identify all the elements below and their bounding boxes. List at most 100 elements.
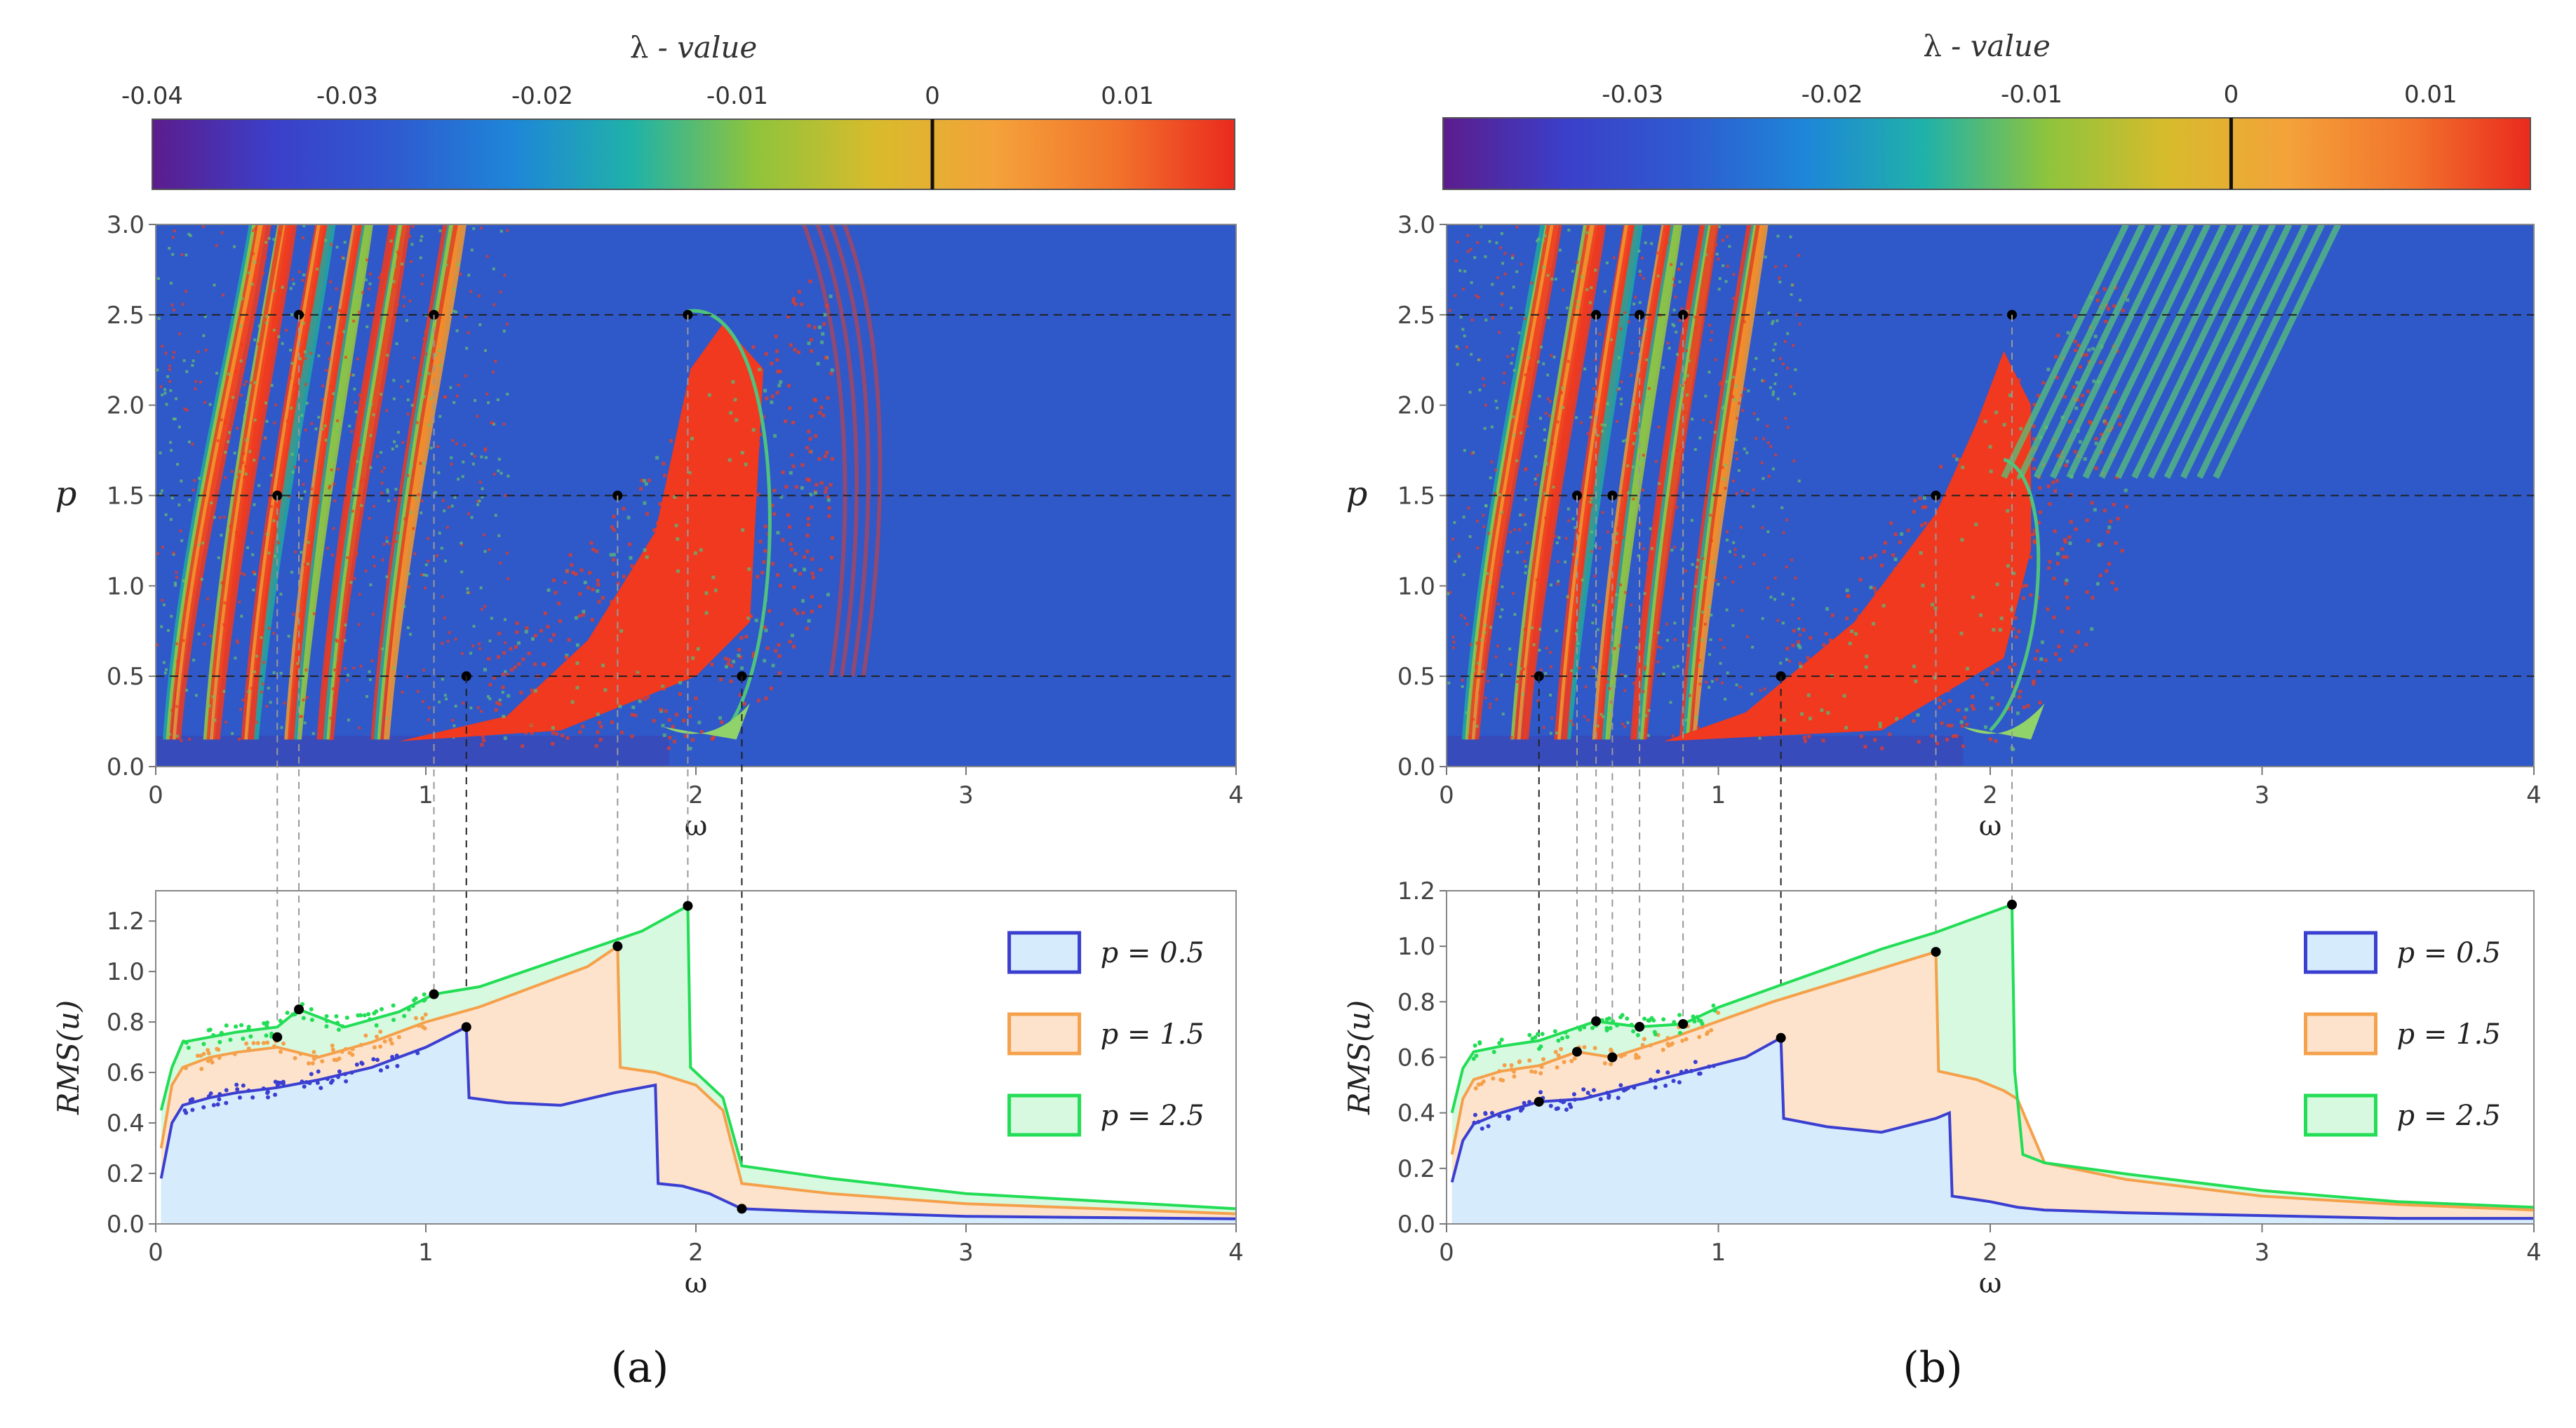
chaos-speckle bbox=[2104, 319, 2108, 323]
green-stripe bbox=[2098, 224, 2227, 479]
noise-speckle bbox=[1566, 595, 1569, 598]
noise-speckle bbox=[328, 486, 331, 490]
noise-speckle bbox=[430, 358, 434, 362]
chaos-speckle bbox=[1904, 685, 1908, 689]
noise-speckle bbox=[1685, 349, 1689, 352]
noise-speckle bbox=[370, 403, 373, 406]
noise-speckle bbox=[1545, 647, 1548, 650]
noise-speckle bbox=[1495, 698, 1498, 701]
chaos-speckle bbox=[831, 536, 835, 540]
noise-speckle bbox=[1470, 452, 1474, 455]
noise-speckle bbox=[1662, 366, 1665, 370]
chaos-speckle bbox=[808, 437, 812, 441]
noise-speckle bbox=[469, 652, 473, 655]
chaos-speckle bbox=[1913, 584, 1917, 588]
noise-speckle bbox=[262, 661, 266, 664]
noise-speckle bbox=[1522, 513, 1525, 517]
rms-scatter-dot bbox=[1554, 1106, 1559, 1111]
noise-speckle bbox=[1771, 358, 1775, 362]
noise-speckle bbox=[234, 656, 237, 660]
chaos-speckle bbox=[554, 732, 558, 736]
noise-speckle bbox=[1449, 309, 1452, 312]
chaos-speckle bbox=[590, 694, 594, 699]
noise-speckle bbox=[1763, 553, 1766, 557]
chaos-speckle bbox=[497, 631, 502, 635]
chaos-speckle bbox=[737, 654, 741, 658]
noise-speckle bbox=[336, 335, 340, 339]
chaos-speckle bbox=[701, 451, 705, 455]
noise-speckle bbox=[1512, 433, 1516, 437]
noise-speckle bbox=[329, 280, 333, 283]
noise-speckle bbox=[1476, 241, 1480, 244]
noise-speckle bbox=[1709, 638, 1712, 641]
noise-speckle bbox=[1642, 690, 1645, 694]
noise-speckle bbox=[1545, 462, 1548, 466]
noise-speckle bbox=[504, 494, 507, 497]
noise-speckle bbox=[1508, 530, 1512, 534]
noise-speckle bbox=[385, 717, 389, 720]
noise-speckle bbox=[425, 352, 429, 356]
noise-speckle bbox=[302, 321, 305, 325]
chaos-speckle bbox=[1983, 419, 1987, 424]
noise-speckle bbox=[194, 387, 197, 391]
noise-speckle bbox=[1711, 560, 1715, 564]
rms-scatter-dot bbox=[248, 1034, 253, 1039]
noise-speckle bbox=[452, 309, 455, 313]
rms-marker bbox=[1776, 1032, 1786, 1043]
noise-speckle bbox=[360, 511, 363, 514]
noise-speckle bbox=[270, 384, 274, 387]
noise-speckle bbox=[1792, 597, 1795, 600]
chaos-speckle bbox=[636, 585, 640, 589]
noise-speckle bbox=[422, 573, 426, 577]
rms-scatter-dot bbox=[1527, 1032, 1532, 1037]
chaos-speckle bbox=[1879, 563, 1884, 567]
rms-scatter-dot bbox=[246, 1088, 251, 1093]
rms-scatter-dot bbox=[1604, 1017, 1609, 1022]
chaos-speckle bbox=[664, 709, 668, 713]
noise-speckle bbox=[387, 541, 391, 545]
chaos-speckle bbox=[1933, 675, 1937, 680]
chaos-speckle bbox=[2090, 627, 2094, 631]
chaos-speckle bbox=[663, 473, 667, 478]
rms-scatter-dot bbox=[1541, 1057, 1546, 1062]
rms-marker bbox=[429, 989, 439, 999]
rms-scatter-dot bbox=[1677, 1030, 1682, 1035]
noise-speckle bbox=[1781, 621, 1785, 625]
noise-speckle bbox=[224, 450, 227, 454]
chaos-speckle bbox=[2033, 656, 2037, 661]
chaos-speckle bbox=[742, 621, 746, 626]
rms-scatter-dot bbox=[1632, 1085, 1637, 1090]
chaos-speckle bbox=[536, 701, 540, 705]
chaos-speckle bbox=[673, 482, 677, 486]
noise-speckle bbox=[1773, 382, 1777, 386]
rms-scatter-dot bbox=[1707, 1064, 1712, 1069]
chaos-speckle bbox=[686, 424, 690, 428]
noise-speckle bbox=[1496, 406, 1499, 410]
chaos-speckle bbox=[2038, 486, 2042, 490]
noise-speckle bbox=[1454, 294, 1457, 297]
chaos-speckle bbox=[617, 696, 621, 700]
noise-speckle bbox=[1606, 402, 1609, 405]
chaos-speckle bbox=[777, 642, 781, 647]
noise-speckle bbox=[1762, 477, 1765, 480]
rms-scatter-dot bbox=[1569, 1105, 1574, 1110]
noise-speckle bbox=[303, 721, 307, 725]
noise-speckle bbox=[1620, 620, 1623, 624]
chaos-speckle bbox=[1946, 688, 1950, 692]
noise-speckle bbox=[302, 273, 306, 276]
chaos-speckle bbox=[1919, 551, 1923, 555]
noise-speckle bbox=[1778, 357, 1782, 361]
chaos-speckle bbox=[791, 633, 795, 638]
noise-speckle bbox=[1517, 331, 1521, 335]
chaos-speckle bbox=[574, 572, 578, 576]
noise-speckle bbox=[1632, 497, 1635, 501]
noise-speckle bbox=[265, 419, 269, 423]
rms-scatter-dot bbox=[1527, 1058, 1532, 1063]
chaos-speckle bbox=[676, 563, 680, 567]
noise-speckle bbox=[192, 659, 196, 662]
noise-speckle bbox=[457, 478, 460, 481]
rms-scatter-dot bbox=[1625, 1016, 1630, 1021]
y-tick-label: 2.5 bbox=[107, 302, 145, 330]
noise-speckle bbox=[504, 641, 507, 645]
rms-scatter-dot bbox=[1572, 1056, 1577, 1061]
